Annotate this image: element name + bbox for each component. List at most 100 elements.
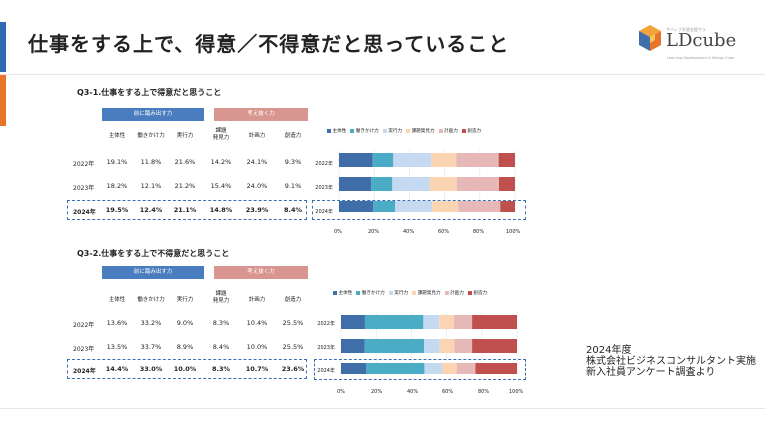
chart-year-label: 2023年 — [315, 185, 333, 191]
section-title-weaknesses: Q3-2.仕事をする上で不得意だと思うこと — [77, 249, 230, 258]
x-tick: 80% — [473, 229, 485, 235]
legend-swatch — [461, 129, 466, 133]
col-header: 働きかけ力 — [137, 133, 165, 139]
row-year: 2022年 — [73, 322, 95, 329]
highlight-2024-chart — [312, 200, 526, 220]
table-cell: 33.2% — [140, 319, 162, 327]
legend-swatch — [327, 129, 331, 133]
bar-segment-2023年-主体性 — [341, 339, 365, 353]
bar-segment-2024年-課題発見力 — [442, 363, 457, 374]
section-title-strengths: Q3-1.仕事をする上で得意だと思うこと — [77, 88, 222, 97]
source-line: 新入社員アンケート調査より — [586, 367, 716, 378]
table-cell: 12.1% — [140, 182, 162, 190]
bar-segment-2022年-働きかけ力 — [372, 153, 394, 167]
highlight-2024-chart — [314, 359, 526, 380]
table-cell: 10.4% — [246, 319, 268, 327]
legend-swatch — [356, 291, 361, 295]
col-header: 主体性 — [108, 297, 126, 303]
legend-label: 主体性 — [338, 291, 353, 296]
col-header: 実行力 — [176, 297, 194, 303]
logo-tagline: サバィブ学習支援サラ — [666, 27, 706, 32]
row-year: 2023年 — [73, 185, 95, 192]
bar-segment-2023年-課題発見力 — [429, 177, 457, 191]
row-year: 2022年 — [73, 161, 95, 168]
table-cell: 10.0% — [173, 365, 197, 373]
x-tick: 0% — [337, 389, 345, 395]
legend-swatch — [467, 291, 472, 295]
bar-segment-2022年-主体性 — [341, 315, 365, 329]
table-cell: 25.5% — [282, 319, 304, 327]
bar-segment-2022年-創造力 — [498, 153, 515, 167]
bar-segment-2023年-計画力 — [456, 177, 499, 191]
chart-legend: 主体性 働きかけ力 実行力 課題発見力 計画力 創造力 — [327, 128, 485, 134]
table-cell: 13.6% — [106, 319, 128, 327]
bar-segment-2024年-計画力 — [458, 201, 501, 212]
bar-segment-2024年-創造力 — [500, 201, 515, 212]
chart-year-label: 2024年 — [317, 368, 335, 374]
x-tick: 60% — [442, 389, 454, 395]
table-cell: 13.5% — [106, 343, 128, 351]
bar-segment-2023年-創造力 — [472, 339, 517, 353]
bar-segment-2024年-主体性 — [341, 363, 367, 374]
table-cell: 24.0% — [246, 182, 268, 190]
source-line: 2024年度 — [586, 345, 632, 356]
col-header: 課題 発見力 — [212, 291, 230, 304]
logo-text: LDcube — [666, 30, 737, 51]
highlight-2024-table — [67, 359, 307, 379]
table-cell: 14.8% — [209, 206, 233, 214]
x-tick: 100% — [509, 389, 524, 395]
row-year: 2024年 — [73, 209, 96, 216]
stacked-bar-chart-strengths — [338, 150, 516, 212]
bar-segment-2024年-働きかけ力 — [373, 201, 396, 212]
col-header: 計画力 — [248, 297, 266, 303]
chart-year-label: 2022年 — [315, 161, 333, 167]
row-year: 2023年 — [73, 346, 95, 353]
table-cell: 12.4% — [139, 206, 163, 214]
table-cell: 23.6% — [281, 365, 305, 373]
legend-swatch — [444, 291, 449, 295]
table-cell: 8.3% — [212, 319, 230, 327]
row-year: 2024年 — [73, 368, 96, 375]
bar-segment-2024年-主体性 — [339, 201, 374, 212]
bar-segment-2022年-課題発見力 — [439, 315, 454, 329]
bar-segment-2022年-計画力 — [456, 153, 499, 167]
source-line: 株式会社ビジネスコンサルタント実施 — [586, 356, 756, 367]
bar-segment-2022年-課題発見力 — [431, 153, 457, 167]
table-cell: 25.5% — [282, 343, 304, 351]
bar-segment-2023年-計画力 — [454, 339, 473, 353]
table-cell: 19.5% — [105, 206, 129, 214]
legend-swatch — [388, 291, 393, 295]
footer-divider — [0, 408, 765, 409]
bar-segment-2023年-実行力 — [392, 177, 430, 191]
x-tick: 0% — [334, 229, 342, 235]
legend-label: 働きかけ力 — [355, 129, 379, 134]
legend-label: 実行力 — [394, 291, 409, 296]
legend-label: 創造力 — [467, 129, 482, 134]
ldcube-cube-icon — [639, 25, 661, 51]
x-tick: 40% — [403, 229, 415, 235]
stacked-bar-chart-weaknesses — [340, 312, 518, 374]
header-divider — [0, 74, 765, 75]
legend-label: 課題発見力 — [411, 129, 435, 134]
source-note: 2024年度 株式会社ビジネスコンサルタント実施 新入社員アンケート調査より — [586, 345, 756, 378]
legend-swatch — [350, 129, 355, 133]
bar-segment-2022年-計画力 — [453, 315, 473, 329]
table-cell: 21.2% — [174, 182, 196, 190]
bar-segment-2024年-課題発見力 — [432, 201, 459, 212]
col-header: 創造力 — [284, 297, 302, 303]
bar-segment-2023年-働きかけ力 — [364, 339, 425, 353]
col-header: 主体性 — [108, 133, 126, 139]
table-cell: 14.4% — [105, 365, 129, 373]
bar-segment-2024年-計画力 — [456, 363, 476, 374]
bar-segment-2023年-実行力 — [424, 339, 440, 353]
bar-segment-2022年-実行力 — [393, 153, 432, 167]
col-header: 課題 発見力 — [212, 128, 230, 141]
bar-segment-2022年-働きかけ力 — [364, 315, 424, 329]
legend-label: 計画力 — [444, 129, 458, 134]
x-tick: 40% — [407, 389, 419, 395]
col-header: 計画力 — [248, 133, 266, 139]
category-label-thinking: 考え抜く力 — [214, 108, 308, 121]
bar-segment-2024年-働きかけ力 — [366, 363, 425, 374]
table-cell: 24.1% — [246, 158, 268, 166]
bar-segment-2023年-働きかけ力 — [371, 177, 393, 191]
